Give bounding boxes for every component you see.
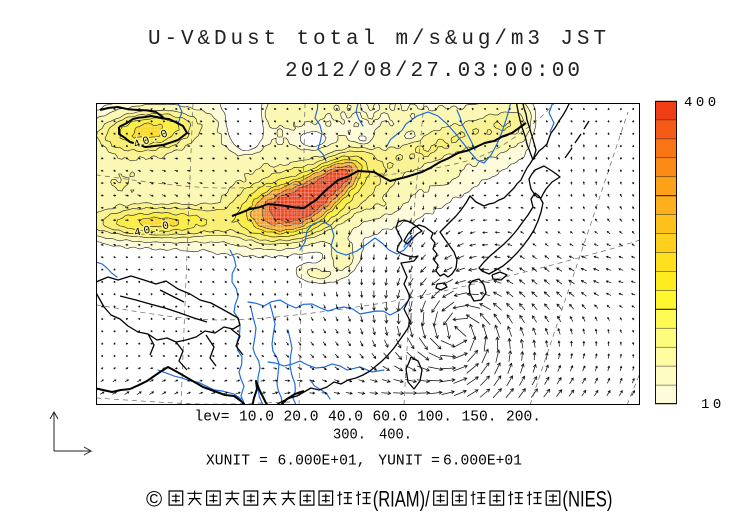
svg-text:2012/08/27.03:00:00: 2012/08/27.03:00:00 [285, 60, 580, 83]
svg-text:XUNIT: XUNIT [206, 454, 250, 470]
svg-text:400.: 400. [379, 428, 412, 444]
svg-text:100.: 100. [417, 410, 452, 426]
svg-text:40.0: 40.0 [328, 410, 363, 426]
svg-text:300.: 300. [333, 428, 366, 444]
svg-text:10.0: 10.0 [239, 410, 274, 426]
svg-text:(NIES): (NIES) [562, 487, 612, 512]
svg-text:©: © [146, 487, 162, 512]
svg-text:(RIAM)/: (RIAM)/ [373, 487, 431, 512]
svg-text:400: 400 [684, 95, 720, 111]
svg-text:=: = [431, 454, 440, 470]
svg-text:6.000E+01,: 6.000E+01, [278, 454, 366, 470]
svg-text:lev=: lev= [195, 410, 230, 426]
svg-text:20.0: 20.0 [284, 410, 319, 426]
svg-text:10: 10 [701, 397, 725, 413]
svg-text:60.0: 60.0 [373, 410, 408, 426]
svg-text:YUNIT: YUNIT [378, 454, 422, 470]
svg-text:150.: 150. [462, 410, 497, 426]
svg-text:=: = [259, 454, 268, 470]
svg-text:6.000E+01: 6.000E+01 [443, 454, 522, 470]
svg-text:200.: 200. [506, 410, 541, 426]
